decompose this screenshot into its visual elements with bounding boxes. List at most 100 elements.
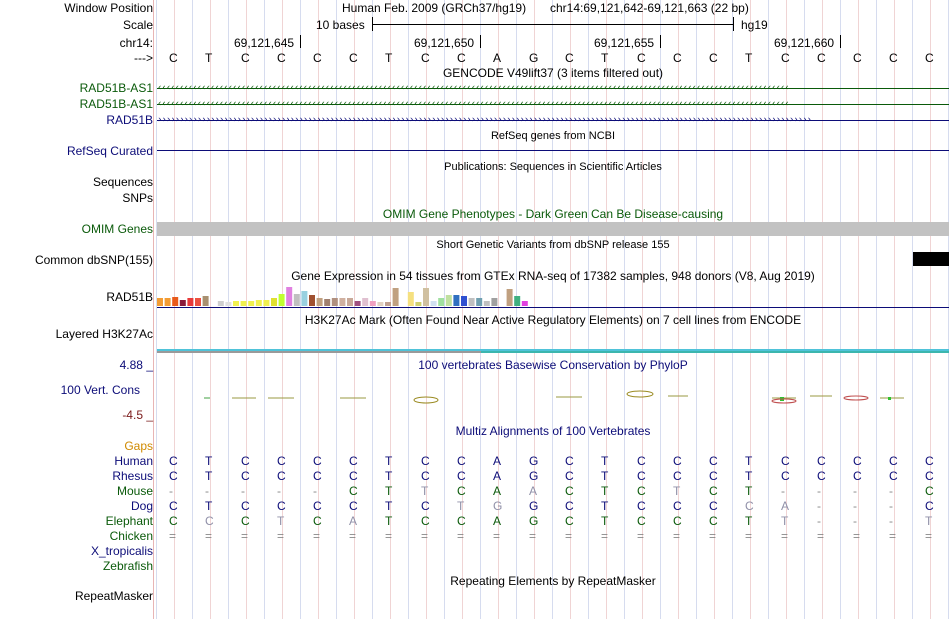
alignment-base-rhesus: G <box>529 469 539 483</box>
alignment-base-dog: - <box>853 499 857 513</box>
alignment-base-dog: C <box>421 499 430 513</box>
gtex-tissue-bar <box>453 295 460 306</box>
alignment-base-chicken: = <box>673 529 681 543</box>
dbsnp-track-title[interactable]: Short Genetic Variants from dbSNP releas… <box>436 239 670 251</box>
refseq-track-title[interactable]: RefSeq genes from NCBI <box>490 130 616 142</box>
alignment-base-mouse: - <box>889 484 893 498</box>
alignment-base-chicken: = <box>637 529 645 543</box>
alignment-base-rhesus: C <box>169 469 178 483</box>
alignment-base-mouse: - <box>817 484 821 498</box>
h3k27ac-signal-line[interactable] <box>157 349 949 351</box>
reference-base: C <box>421 51 430 65</box>
coord-label-3: 69,121,655 <box>594 36 655 50</box>
alignment-base-rhesus: T <box>601 469 609 483</box>
phylop-track-label[interactable]: 100 Vert. Cons <box>60 383 140 397</box>
dbsnp-variant-block[interactable] <box>913 252 949 266</box>
alignment-base-mouse: T <box>421 484 429 498</box>
gtex-track-title[interactable]: Gene Expression in 54 tissues from GTEx … <box>291 269 815 283</box>
snps-track-label[interactable]: SNPs <box>122 191 153 205</box>
omim-track-title[interactable]: OMIM Gene Phenotypes - Dark Green Can Be… <box>382 207 724 221</box>
species-label-mouse[interactable]: Mouse <box>116 484 153 498</box>
track-data-area[interactable] <box>156 0 950 619</box>
alignment-base-elephant: T <box>781 514 789 528</box>
reference-base: C <box>277 51 286 65</box>
species-label-zebrafish[interactable]: Zebrafish <box>102 559 153 573</box>
phylop-conservation-plot[interactable] <box>156 385 950 410</box>
alignment-base-mouse: - <box>205 484 209 498</box>
gtex-tissue-bar <box>240 301 247 306</box>
alignment-base-human: C <box>925 454 934 468</box>
alignment-base-chicken: = <box>709 529 717 543</box>
alignment-base-elephant: A <box>493 514 502 528</box>
gtex-tissue-bar <box>362 298 369 306</box>
alignment-base-chicken: = <box>169 529 177 543</box>
dbsnp-track-label[interactable]: Common dbSNP(155) <box>34 253 153 267</box>
gencode-transcript-2-line <box>157 104 949 105</box>
gtex-tissue-bar <box>339 298 346 306</box>
gtex-tissue-bar <box>286 287 293 306</box>
h3k27ac-track-title[interactable]: H3K27Ac Mark (Often Found Near Active Re… <box>304 313 802 327</box>
omim-gene-bar[interactable] <box>157 222 949 236</box>
alignment-base-elephant: C <box>673 514 682 528</box>
alignment-base-mouse: C <box>709 484 718 498</box>
assembly-name: Human Feb. 2009 (GRCh37/hg19) <box>342 1 527 15</box>
alignment-base-rhesus: C <box>313 469 322 483</box>
alignment-base-dog: G <box>529 499 539 513</box>
sequences-track-label[interactable]: Sequences <box>92 175 153 189</box>
gtex-tissue-bar <box>407 292 414 306</box>
species-label-human[interactable]: Human <box>114 454 153 468</box>
alignment-base-chicken: = <box>349 529 357 543</box>
alignment-base-mouse: - <box>241 484 245 498</box>
alignment-base-chicken: = <box>421 529 429 543</box>
gtex-expression-bars[interactable] <box>157 285 557 307</box>
alignment-base-mouse: C <box>457 484 466 498</box>
gtex-tissue-bar <box>233 301 239 306</box>
gaps-label[interactable]: Gaps <box>124 439 153 453</box>
publications-track-title[interactable]: Publications: Sequences in Scientific Ar… <box>444 161 662 173</box>
species-label-elephant[interactable]: Elephant <box>105 514 153 528</box>
reference-base: C <box>241 51 250 65</box>
alignment-base-rhesus: C <box>457 469 466 483</box>
gencode-transcript-3-line <box>157 120 949 121</box>
gencode-gene-label-1[interactable]: RAD51B-AS1 <box>79 81 153 95</box>
species-label-x-tropicalis[interactable]: X_tropicalis <box>90 544 153 558</box>
multiz-track-title[interactable]: Multiz Alignments of 100 Vertebrates <box>455 424 651 438</box>
coord-tick-4 <box>840 35 841 48</box>
gtex-gene-label[interactable]: RAD51B <box>106 290 153 304</box>
repeatmasker-track-label[interactable]: RepeatMasker <box>74 589 153 603</box>
alignment-base-rhesus: C <box>709 469 718 483</box>
alignment-base-human: T <box>205 454 213 468</box>
alignment-base-chicken: = <box>205 529 213 543</box>
gtex-tissue-bar <box>377 302 384 306</box>
omim-track-label[interactable]: OMIM Genes <box>81 222 153 236</box>
gtex-tissue-bar <box>217 301 224 306</box>
alignment-base-elephant: C <box>241 514 250 528</box>
gencode-track-title[interactable]: GENCODE V49lift37 (3 items filtered out) <box>442 66 664 80</box>
species-label-chicken[interactable]: Chicken <box>109 529 153 543</box>
repeatmasker-track-title[interactable]: Repeating Elements by RepeatMasker <box>450 574 656 588</box>
species-label-dog[interactable]: Dog <box>130 499 153 513</box>
h3k27ac-track-label[interactable]: Layered H3K27Ac <box>55 327 153 341</box>
alignment-base-rhesus: C <box>421 469 430 483</box>
alignment-base-elephant: - <box>853 514 857 528</box>
alignment-base-human: T <box>601 454 609 468</box>
alignment-base-human: G <box>529 454 539 468</box>
gencode-gene-label-2[interactable]: RAD51B-AS1 <box>79 97 153 111</box>
gtex-tissue-bar <box>483 301 490 306</box>
alignment-base-human: C <box>169 454 178 468</box>
refseq-track-label[interactable]: RefSeq Curated <box>66 144 153 158</box>
alignment-base-rhesus: C <box>817 469 826 483</box>
coord-label-2: 69,121,650 <box>414 36 475 50</box>
gtex-tissue-bar <box>187 298 194 306</box>
refseq-gene-line[interactable] <box>157 150 949 151</box>
alignment-base-rhesus: C <box>241 469 250 483</box>
alignment-base-chicken: = <box>565 529 573 543</box>
gencode-gene-label-3[interactable]: RAD51B <box>106 113 153 127</box>
phylop-track-title[interactable]: 100 vertebrates Basewise Conservation by… <box>418 358 688 372</box>
gtex-tissue-bar <box>514 296 521 306</box>
alignment-base-human: T <box>745 454 753 468</box>
reference-base: C <box>817 51 826 65</box>
reference-base: C <box>457 51 466 65</box>
species-label-rhesus[interactable]: Rhesus <box>112 469 153 483</box>
